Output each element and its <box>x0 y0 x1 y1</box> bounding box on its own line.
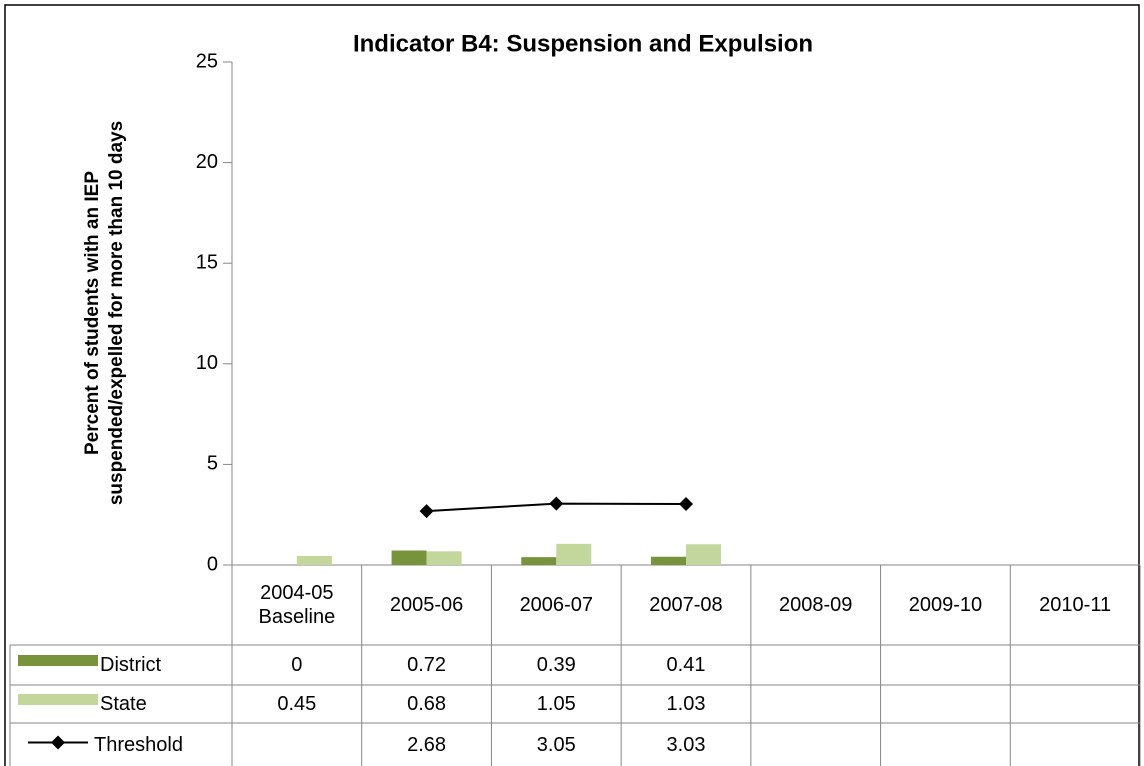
chart-title: Indicator B4: Suspension and Expulsion <box>353 30 813 57</box>
bar <box>296 555 332 565</box>
table-value: 0.68 <box>407 693 447 715</box>
y-tick-label: 20 <box>196 151 218 173</box>
marker <box>549 496 564 511</box>
y-tick-label: 25 <box>196 50 218 72</box>
x-tick-label: 2005-06 <box>389 594 464 616</box>
y-tick-label: 5 <box>207 453 218 475</box>
legend-marker <box>51 735 65 750</box>
x-tick-label: 2009-10 <box>908 594 983 616</box>
table-value: 0.41 <box>666 654 706 676</box>
x-tick-label: 2007-08 <box>649 594 723 616</box>
table-value: 0 <box>291 654 303 676</box>
bar <box>391 550 427 565</box>
table-value: 0.45 <box>277 693 317 715</box>
legend-label: Threshold <box>94 733 183 756</box>
y-tick-label: 10 <box>196 352 218 374</box>
legend-label: District <box>100 654 162 676</box>
table-value: 3.03 <box>666 733 706 756</box>
x-tick-label: 2004-05 Baseline <box>258 582 336 628</box>
bar <box>426 551 462 565</box>
bar <box>556 543 592 565</box>
y-tick-label: 15 <box>196 251 218 273</box>
table-value: 1.05 <box>536 693 576 715</box>
legend-swatch <box>18 655 98 666</box>
bar <box>521 557 557 565</box>
bar <box>651 556 686 565</box>
marker <box>679 497 693 512</box>
y-axis-label: Percent of students with an IEP suspende… <box>82 120 127 506</box>
table-value: 3.05 <box>536 733 576 756</box>
legend-swatch <box>18 694 98 705</box>
y-tick-label: 0 <box>207 553 218 575</box>
table-value: 2.68 <box>407 733 447 756</box>
legend-label: State <box>100 693 147 715</box>
table-value: 0.39 <box>536 654 576 676</box>
x-tick-label: 2008-09 <box>778 594 853 616</box>
x-tick-label: 2010-11 <box>1039 594 1112 616</box>
table-value: 1.03 <box>666 693 706 715</box>
table-value: 0.72 <box>407 654 447 676</box>
marker <box>419 504 434 519</box>
chart-border <box>4 4 1140 766</box>
bar <box>686 544 721 565</box>
x-tick-label: 2006-07 <box>519 594 593 616</box>
